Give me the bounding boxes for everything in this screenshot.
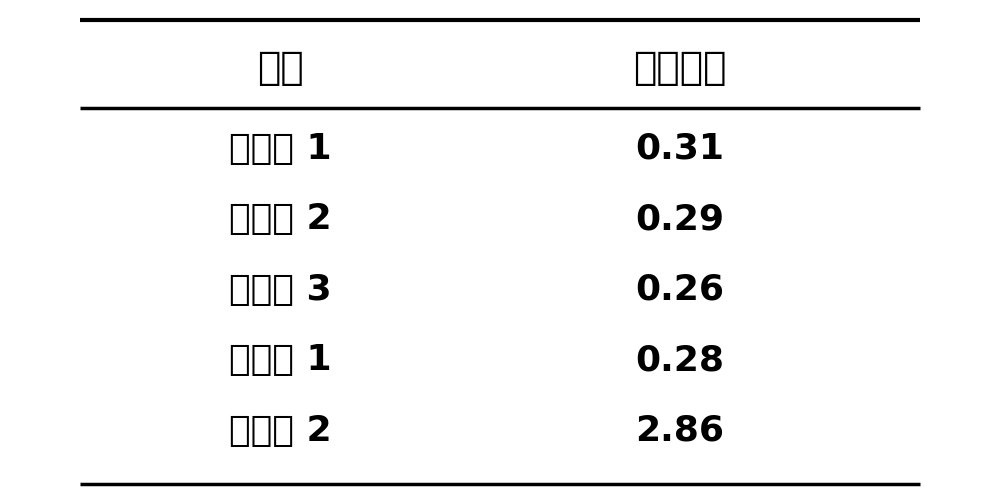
Text: 对比例 1: 对比例 1 [229, 343, 331, 377]
Text: 0.29: 0.29 [635, 202, 725, 236]
Text: 样品: 样品 [257, 49, 303, 87]
Text: 0.31: 0.31 [636, 132, 724, 166]
Text: 0.28: 0.28 [636, 343, 724, 377]
Text: 实施例 2: 实施例 2 [229, 202, 331, 236]
Text: 实施例 1: 实施例 1 [229, 132, 331, 166]
Text: 2.86: 2.86 [636, 414, 724, 448]
Text: 实施例 3: 实施例 3 [229, 273, 331, 307]
Text: 对比例 2: 对比例 2 [229, 414, 331, 448]
Text: 杂质含量: 杂质含量 [633, 49, 727, 87]
Text: 0.26: 0.26 [636, 273, 724, 307]
